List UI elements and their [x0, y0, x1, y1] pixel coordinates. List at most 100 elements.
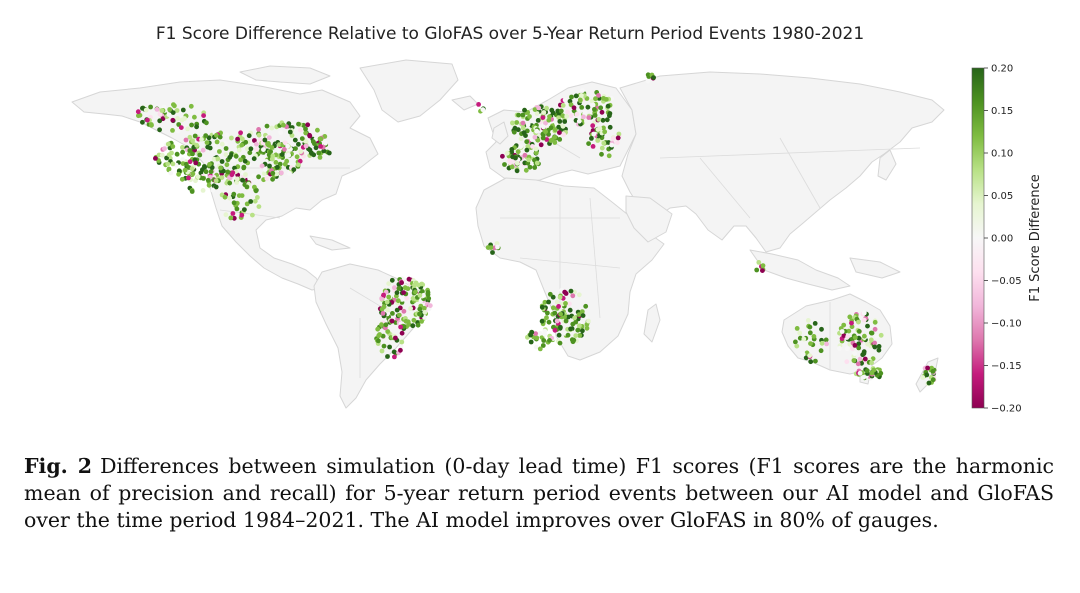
gauge-point — [509, 164, 515, 170]
colorbar-tick-label: 0.05 — [991, 191, 1013, 202]
gauge-point — [520, 125, 526, 131]
gauge-point — [514, 120, 520, 125]
gauge-point — [865, 341, 871, 347]
gauge-point — [238, 130, 244, 136]
gauge-point — [611, 136, 616, 142]
africa-landmass — [475, 177, 665, 361]
gauge-point — [567, 307, 573, 313]
gauge-point — [316, 150, 322, 156]
gauge-point — [279, 152, 285, 157]
gauge-point — [236, 147, 242, 153]
gauge-point — [227, 195, 233, 201]
gauge-point — [294, 154, 300, 160]
gauge-point — [507, 158, 512, 163]
gauge-point — [303, 130, 309, 136]
gauge-point — [571, 105, 577, 111]
greenland — [359, 59, 459, 123]
gauge-point — [274, 171, 279, 177]
gauge-point — [596, 117, 602, 122]
gauge-point — [546, 319, 552, 325]
gauge-point — [248, 199, 254, 204]
gauge-point — [570, 293, 576, 299]
gauge-point — [182, 167, 188, 173]
gauge-point — [522, 152, 528, 158]
gauge-point — [565, 109, 570, 115]
gauge-point — [219, 141, 225, 147]
gauge-point — [600, 117, 606, 123]
gauge-point — [560, 123, 566, 129]
gauge-point — [405, 286, 411, 292]
gauge-point — [868, 330, 874, 336]
caption-text: Differences between simulation (0-day le… — [24, 454, 1054, 532]
gauge-point — [238, 157, 244, 163]
gauge-point — [541, 110, 547, 115]
gauge-point — [136, 113, 141, 119]
gauge-point — [411, 317, 417, 323]
gauge-point — [563, 318, 569, 324]
gauge-point — [229, 135, 234, 141]
gauge-point — [868, 337, 874, 343]
gauge-point — [159, 108, 165, 113]
gauge-point — [520, 112, 526, 118]
gauge-point — [298, 127, 303, 133]
gauge-point — [862, 356, 868, 362]
gauge-point — [819, 326, 824, 332]
gauge-point — [534, 111, 540, 116]
gauge-point — [252, 184, 257, 190]
gauge-point — [159, 152, 165, 158]
gauge-point — [187, 159, 193, 165]
gauge-point — [256, 204, 262, 210]
gauge-point — [558, 324, 563, 330]
gauge-point — [819, 340, 825, 346]
gauge-point — [154, 107, 160, 112]
gauge-point — [203, 133, 209, 138]
gauge-point — [209, 165, 215, 170]
southeast-asia-islands — [749, 249, 851, 291]
gauge-point — [427, 303, 433, 308]
gauge-point — [393, 335, 398, 341]
gauge-point — [210, 187, 216, 193]
gauge-point — [170, 117, 176, 123]
gauge-point — [218, 165, 224, 171]
gauge-point — [575, 327, 581, 333]
gauge-point — [601, 140, 607, 146]
gauge-point — [754, 267, 760, 273]
gauge-point — [547, 338, 552, 343]
gauge-point — [536, 105, 542, 111]
gauge-point — [189, 122, 195, 128]
gauge-point — [202, 164, 208, 170]
gauge-point — [303, 126, 308, 132]
gauge-point — [205, 177, 211, 183]
gauge-point — [567, 119, 572, 124]
gauge-point — [865, 323, 870, 329]
colorbar-tick-label: 0.20 — [991, 64, 1013, 75]
gauge-point — [557, 119, 563, 124]
gauge-point — [376, 338, 381, 344]
gauge-point — [281, 122, 286, 128]
gauge-point — [760, 263, 766, 268]
gauge-point — [527, 164, 533, 170]
gauge-point — [243, 172, 248, 177]
gauge-point — [170, 128, 175, 133]
gauge-point — [214, 132, 219, 138]
gauge-point — [256, 174, 261, 180]
gauge-point — [813, 358, 818, 364]
gauge-point — [145, 117, 150, 123]
gauge-point — [178, 125, 184, 130]
gauge-point — [572, 315, 577, 321]
gauge-point — [157, 118, 163, 124]
gauge-point — [535, 118, 541, 123]
gauge-point — [422, 310, 428, 315]
gauge-point — [318, 144, 323, 149]
gauge-point — [518, 144, 524, 149]
gauge-point — [864, 368, 870, 374]
gauge-point — [386, 281, 392, 286]
gauge-point — [525, 144, 531, 149]
gauge-point — [376, 333, 382, 339]
gauge-point — [240, 136, 245, 142]
gauge-point — [562, 97, 568, 103]
gauge-point — [532, 134, 538, 140]
gauge-point — [540, 343, 546, 348]
gauge-point — [920, 375, 926, 380]
gauge-point — [223, 212, 229, 218]
